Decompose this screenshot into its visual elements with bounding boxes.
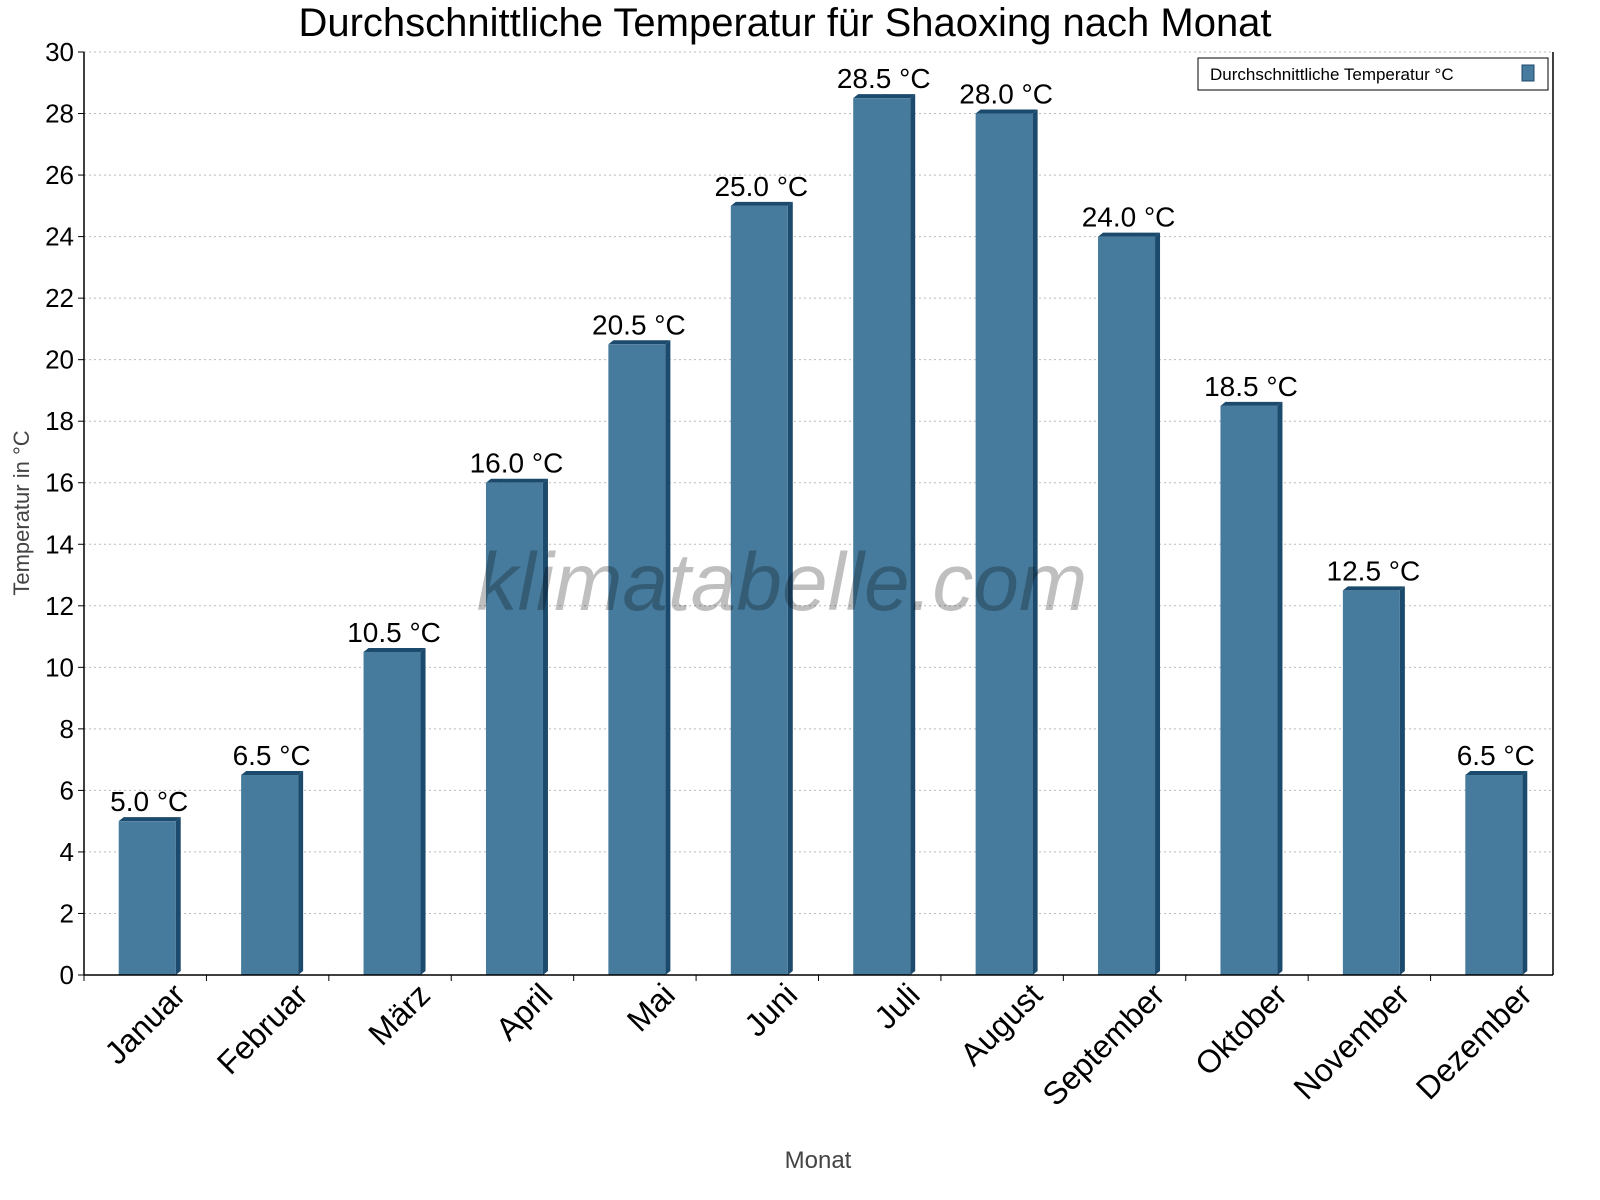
y-tick-label: 14 (45, 529, 74, 559)
y-tick-label: 30 (45, 37, 74, 67)
x-tick-label: Dezember (1409, 976, 1539, 1106)
bar-side (175, 817, 181, 975)
bar (853, 98, 911, 975)
x-tick-label: April (489, 976, 560, 1047)
legend-swatch (1521, 64, 1535, 82)
x-tick-label: August (953, 976, 1049, 1072)
bar-side (787, 201, 793, 976)
bar (363, 651, 421, 975)
x-tick-label: September (1035, 976, 1171, 1112)
data-label: 28.0 °C (959, 79, 1053, 110)
legend-box (1197, 57, 1549, 91)
x-tick-label: Oktober (1188, 976, 1294, 1082)
y-tick-label: 26 (45, 160, 74, 190)
data-label: 6.5 °C (233, 740, 311, 771)
bar-side (1399, 586, 1405, 975)
x-tick-label: November (1286, 976, 1416, 1106)
y-tick-label: 10 (45, 652, 74, 682)
bar-top (363, 647, 426, 652)
bar-top (1342, 586, 1405, 591)
bar (118, 821, 176, 975)
y-tick-label: 2 (60, 898, 74, 928)
data-label: 24.0 °C (1082, 202, 1176, 233)
legend: Durchschnittliche Temperatur °C (1197, 57, 1549, 91)
data-labels: 5.0 °C 6.5 °C 10.5 °C 16.0 °C 20.5 °C 25.0 °C… (110, 63, 1535, 817)
y-tick-label: 6 (60, 775, 74, 805)
grid-lines (84, 51, 1553, 914)
bar-side (1155, 232, 1161, 976)
bar-top (118, 817, 181, 822)
bars (118, 94, 1528, 976)
bar-top (1220, 401, 1283, 406)
data-label: 20.5 °C (592, 309, 686, 340)
bar-side (1277, 401, 1283, 976)
data-label: 5.0 °C (110, 786, 188, 817)
bar (1342, 590, 1400, 975)
bar-top (975, 109, 1038, 114)
bar (1220, 405, 1278, 976)
data-label: 16.0 °C (470, 448, 564, 479)
data-label: 18.5 °C (1204, 371, 1298, 402)
bar-side (665, 340, 671, 975)
bar (1465, 775, 1523, 975)
x-tick-label: Januar (98, 976, 193, 1071)
y-tick-label: 24 (45, 222, 74, 252)
bar-side (298, 771, 304, 975)
bar-top (608, 340, 671, 345)
x-tick-label: Juni (737, 976, 804, 1043)
data-label: 12.5 °C (1327, 555, 1421, 586)
y-tick-label: 28 (45, 99, 74, 129)
x-tick-label: Mai (620, 976, 682, 1038)
y-tick-label: 8 (60, 714, 74, 744)
y-tick-label: 18 (45, 406, 74, 436)
y-tick-label: 22 (45, 283, 74, 313)
bar-top (730, 201, 793, 206)
bar-top (485, 478, 548, 483)
bar-side (420, 647, 426, 975)
y-tick-label: 20 (45, 345, 74, 375)
bar (1098, 236, 1156, 976)
data-label: 10.5 °C (347, 617, 441, 648)
bar-side (1522, 771, 1528, 975)
legend-label: Durchschnittliche Temperatur °C (1210, 65, 1454, 84)
bar (241, 775, 299, 975)
y-tick-label: 12 (45, 591, 74, 621)
x-tick-label: Februar (210, 976, 315, 1081)
y-tick-label: 16 (45, 468, 74, 498)
x-tick-label: März (361, 976, 437, 1052)
y-axis-label: Temperatur in °C (9, 430, 34, 595)
bar-top (1098, 232, 1161, 237)
bar (730, 205, 788, 976)
bar-side (910, 94, 916, 975)
bar (975, 113, 1033, 976)
chart-title: Durchschnittliche Temperatur für Shaoxin… (298, 1, 1271, 45)
bar (608, 344, 666, 975)
data-label: 28.5 °C (837, 63, 931, 94)
x-axis-label: Monat (785, 1147, 852, 1174)
bar (485, 482, 543, 975)
bar-top (241, 771, 304, 776)
bar-top (1465, 771, 1528, 776)
watermark: klimatabelle.com (477, 537, 1088, 628)
y-tick-label: 4 (60, 837, 74, 867)
data-label: 6.5 °C (1457, 740, 1535, 771)
bar-top (853, 94, 916, 99)
bar-side (1032, 109, 1038, 976)
x-tick-label: Juli (867, 976, 926, 1035)
y-tick-label: 0 (60, 960, 74, 990)
bar-side (542, 478, 548, 975)
data-label: 25.0 °C (714, 171, 808, 202)
